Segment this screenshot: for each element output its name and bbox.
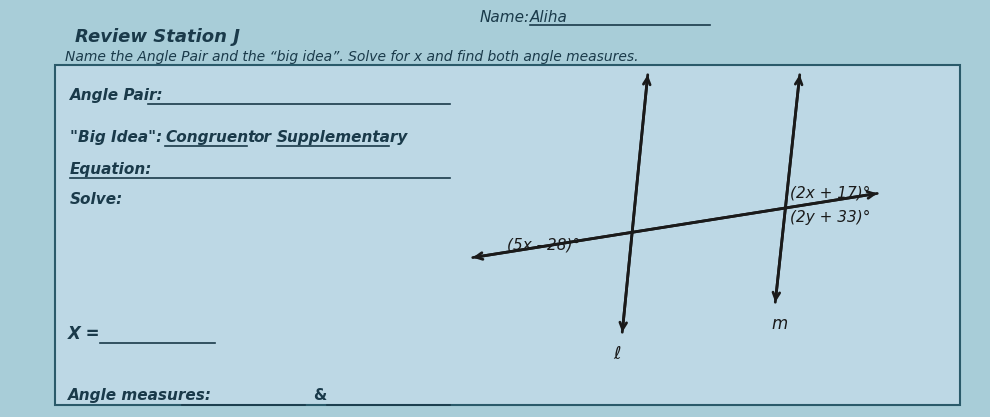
Text: Angle measures:: Angle measures: [68, 388, 212, 403]
Text: "Big Idea":: "Big Idea": [70, 130, 162, 145]
Text: &: & [313, 388, 327, 403]
Text: Angle Pair:: Angle Pair: [70, 88, 163, 103]
Text: Solve:: Solve: [70, 192, 123, 207]
Text: (5x - 28)°: (5x - 28)° [507, 237, 580, 252]
Text: Name the Angle Pair and the “big idea”. Solve for x and find both angle measures: Name the Angle Pair and the “big idea”. … [65, 50, 639, 64]
Text: Supplementary: Supplementary [277, 130, 408, 145]
Text: Congruent: Congruent [165, 130, 255, 145]
Text: or: or [253, 130, 271, 145]
Text: (2x + 17)°: (2x + 17)° [790, 186, 871, 201]
Text: ℓ: ℓ [614, 345, 621, 363]
Text: X =: X = [68, 325, 101, 343]
Text: Review Station J: Review Station J [75, 28, 240, 46]
Text: m: m [772, 315, 788, 333]
FancyBboxPatch shape [55, 65, 960, 405]
Text: Name:: Name: [480, 10, 530, 25]
Text: Aliha: Aliha [530, 10, 568, 25]
Text: Equation:: Equation: [70, 162, 152, 177]
Text: (2y + 33)°: (2y + 33)° [790, 210, 871, 225]
